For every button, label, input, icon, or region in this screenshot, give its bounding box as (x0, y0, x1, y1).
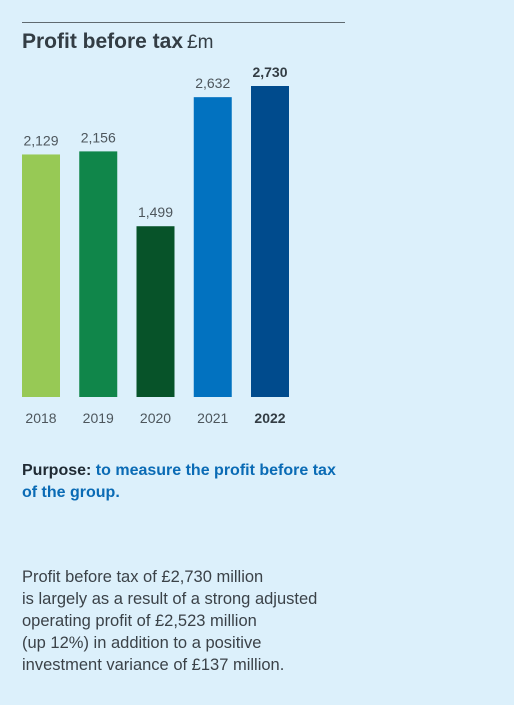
chart-title-text: Profit before tax (22, 30, 184, 53)
purpose-text: to measure the profit before tax of the … (22, 462, 336, 501)
chart-unit: £m (187, 32, 214, 53)
x-tick-2022: 2022 (254, 410, 285, 426)
description-line: Profit before tax of £2,730 million (22, 568, 264, 586)
description-line: investment variance of £137 million. (22, 656, 285, 674)
x-tick-2019: 2019 (83, 410, 114, 426)
bar-2021 (193, 97, 232, 398)
purpose-statement: Purpose: to measure the profit before ta… (22, 460, 352, 504)
data-label-2020: 1,499 (138, 204, 173, 220)
bar-2019 (79, 151, 118, 397)
description-line: is largely as a result of a strong adjus… (22, 590, 318, 608)
chart-title: Profit before tax £m (22, 30, 213, 54)
purpose-label: Purpose: (22, 462, 92, 479)
bar-2018 (22, 154, 60, 397)
data-label-2021: 2,632 (195, 75, 230, 91)
x-tick-2021: 2021 (197, 410, 228, 426)
data-label-2019: 2,156 (81, 129, 116, 145)
bar-2020 (136, 226, 175, 397)
x-tick-2020: 2020 (140, 410, 171, 426)
description-line: (up 12%) in addition to a positive (22, 634, 262, 652)
description-line: operating profit of £2,523 million (22, 612, 257, 630)
data-label-2022: 2,730 (252, 64, 287, 80)
x-tick-2018: 2018 (25, 410, 56, 426)
bar-2022 (251, 86, 289, 397)
description: Profit before tax of £2,730 million is l… (22, 566, 352, 676)
data-label-2018: 2,129 (23, 132, 58, 148)
title-rule (22, 22, 345, 23)
bar-chart: 2,129 2018 2,156 2019 1,499 2020 2,632 2021 2,73… (22, 64, 289, 426)
